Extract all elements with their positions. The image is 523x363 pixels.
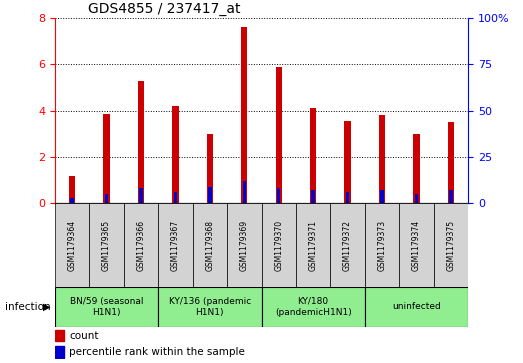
Bar [311,190,315,203]
Text: GSM1179375: GSM1179375 [446,220,456,270]
Text: KY/136 (pandemic
H1N1): KY/136 (pandemic H1N1) [169,297,251,317]
Bar [207,134,213,203]
Bar [55,346,64,358]
Text: GSM1179366: GSM1179366 [137,220,145,270]
Bar [172,106,178,203]
Bar [380,190,384,203]
Bar [243,181,246,203]
Text: GSM1179374: GSM1179374 [412,220,421,270]
Bar [105,194,108,203]
Text: GSM1179367: GSM1179367 [171,220,180,270]
Bar [174,192,177,203]
Text: uninfected: uninfected [392,302,441,311]
FancyBboxPatch shape [158,203,192,287]
Text: GDS4855 / 237417_at: GDS4855 / 237417_at [88,2,241,16]
Bar [310,109,316,203]
Bar [71,198,74,203]
Text: percentile rank within the sample: percentile rank within the sample [70,347,245,357]
Bar [276,67,282,203]
Bar [449,190,452,203]
FancyBboxPatch shape [55,203,89,287]
Text: GSM1179369: GSM1179369 [240,220,249,270]
Bar [413,134,419,203]
Text: infection: infection [5,302,51,312]
Bar [104,114,110,203]
Bar [448,122,454,203]
FancyBboxPatch shape [434,203,468,287]
Bar [241,28,247,203]
Text: GSM1179364: GSM1179364 [67,220,77,270]
Bar [208,187,212,203]
FancyBboxPatch shape [331,203,365,287]
Text: GSM1179372: GSM1179372 [343,220,352,270]
FancyBboxPatch shape [89,203,124,287]
Text: GSM1179373: GSM1179373 [378,220,386,270]
Bar [379,115,385,203]
Text: KY/180
(pandemicH1N1): KY/180 (pandemicH1N1) [275,297,351,317]
FancyBboxPatch shape [365,203,399,287]
Text: GSM1179368: GSM1179368 [206,220,214,270]
Text: GSM1179371: GSM1179371 [309,220,317,270]
Text: BN/59 (seasonal
H1N1): BN/59 (seasonal H1N1) [70,297,143,317]
Text: count: count [70,331,99,341]
Text: GSM1179365: GSM1179365 [102,220,111,270]
Bar [277,188,280,203]
FancyBboxPatch shape [365,287,468,327]
FancyBboxPatch shape [55,287,158,327]
FancyBboxPatch shape [296,203,331,287]
FancyBboxPatch shape [192,203,227,287]
Bar [139,188,143,203]
FancyBboxPatch shape [399,203,434,287]
Bar [55,330,64,341]
FancyBboxPatch shape [262,287,365,327]
Bar [69,176,75,203]
Bar [345,121,351,203]
FancyBboxPatch shape [158,287,262,327]
FancyBboxPatch shape [227,203,262,287]
Text: GSM1179370: GSM1179370 [274,220,283,270]
Bar [415,194,418,203]
Bar [138,81,144,203]
Bar [346,192,349,203]
FancyBboxPatch shape [124,203,158,287]
Text: ▶: ▶ [43,302,50,312]
FancyBboxPatch shape [262,203,296,287]
